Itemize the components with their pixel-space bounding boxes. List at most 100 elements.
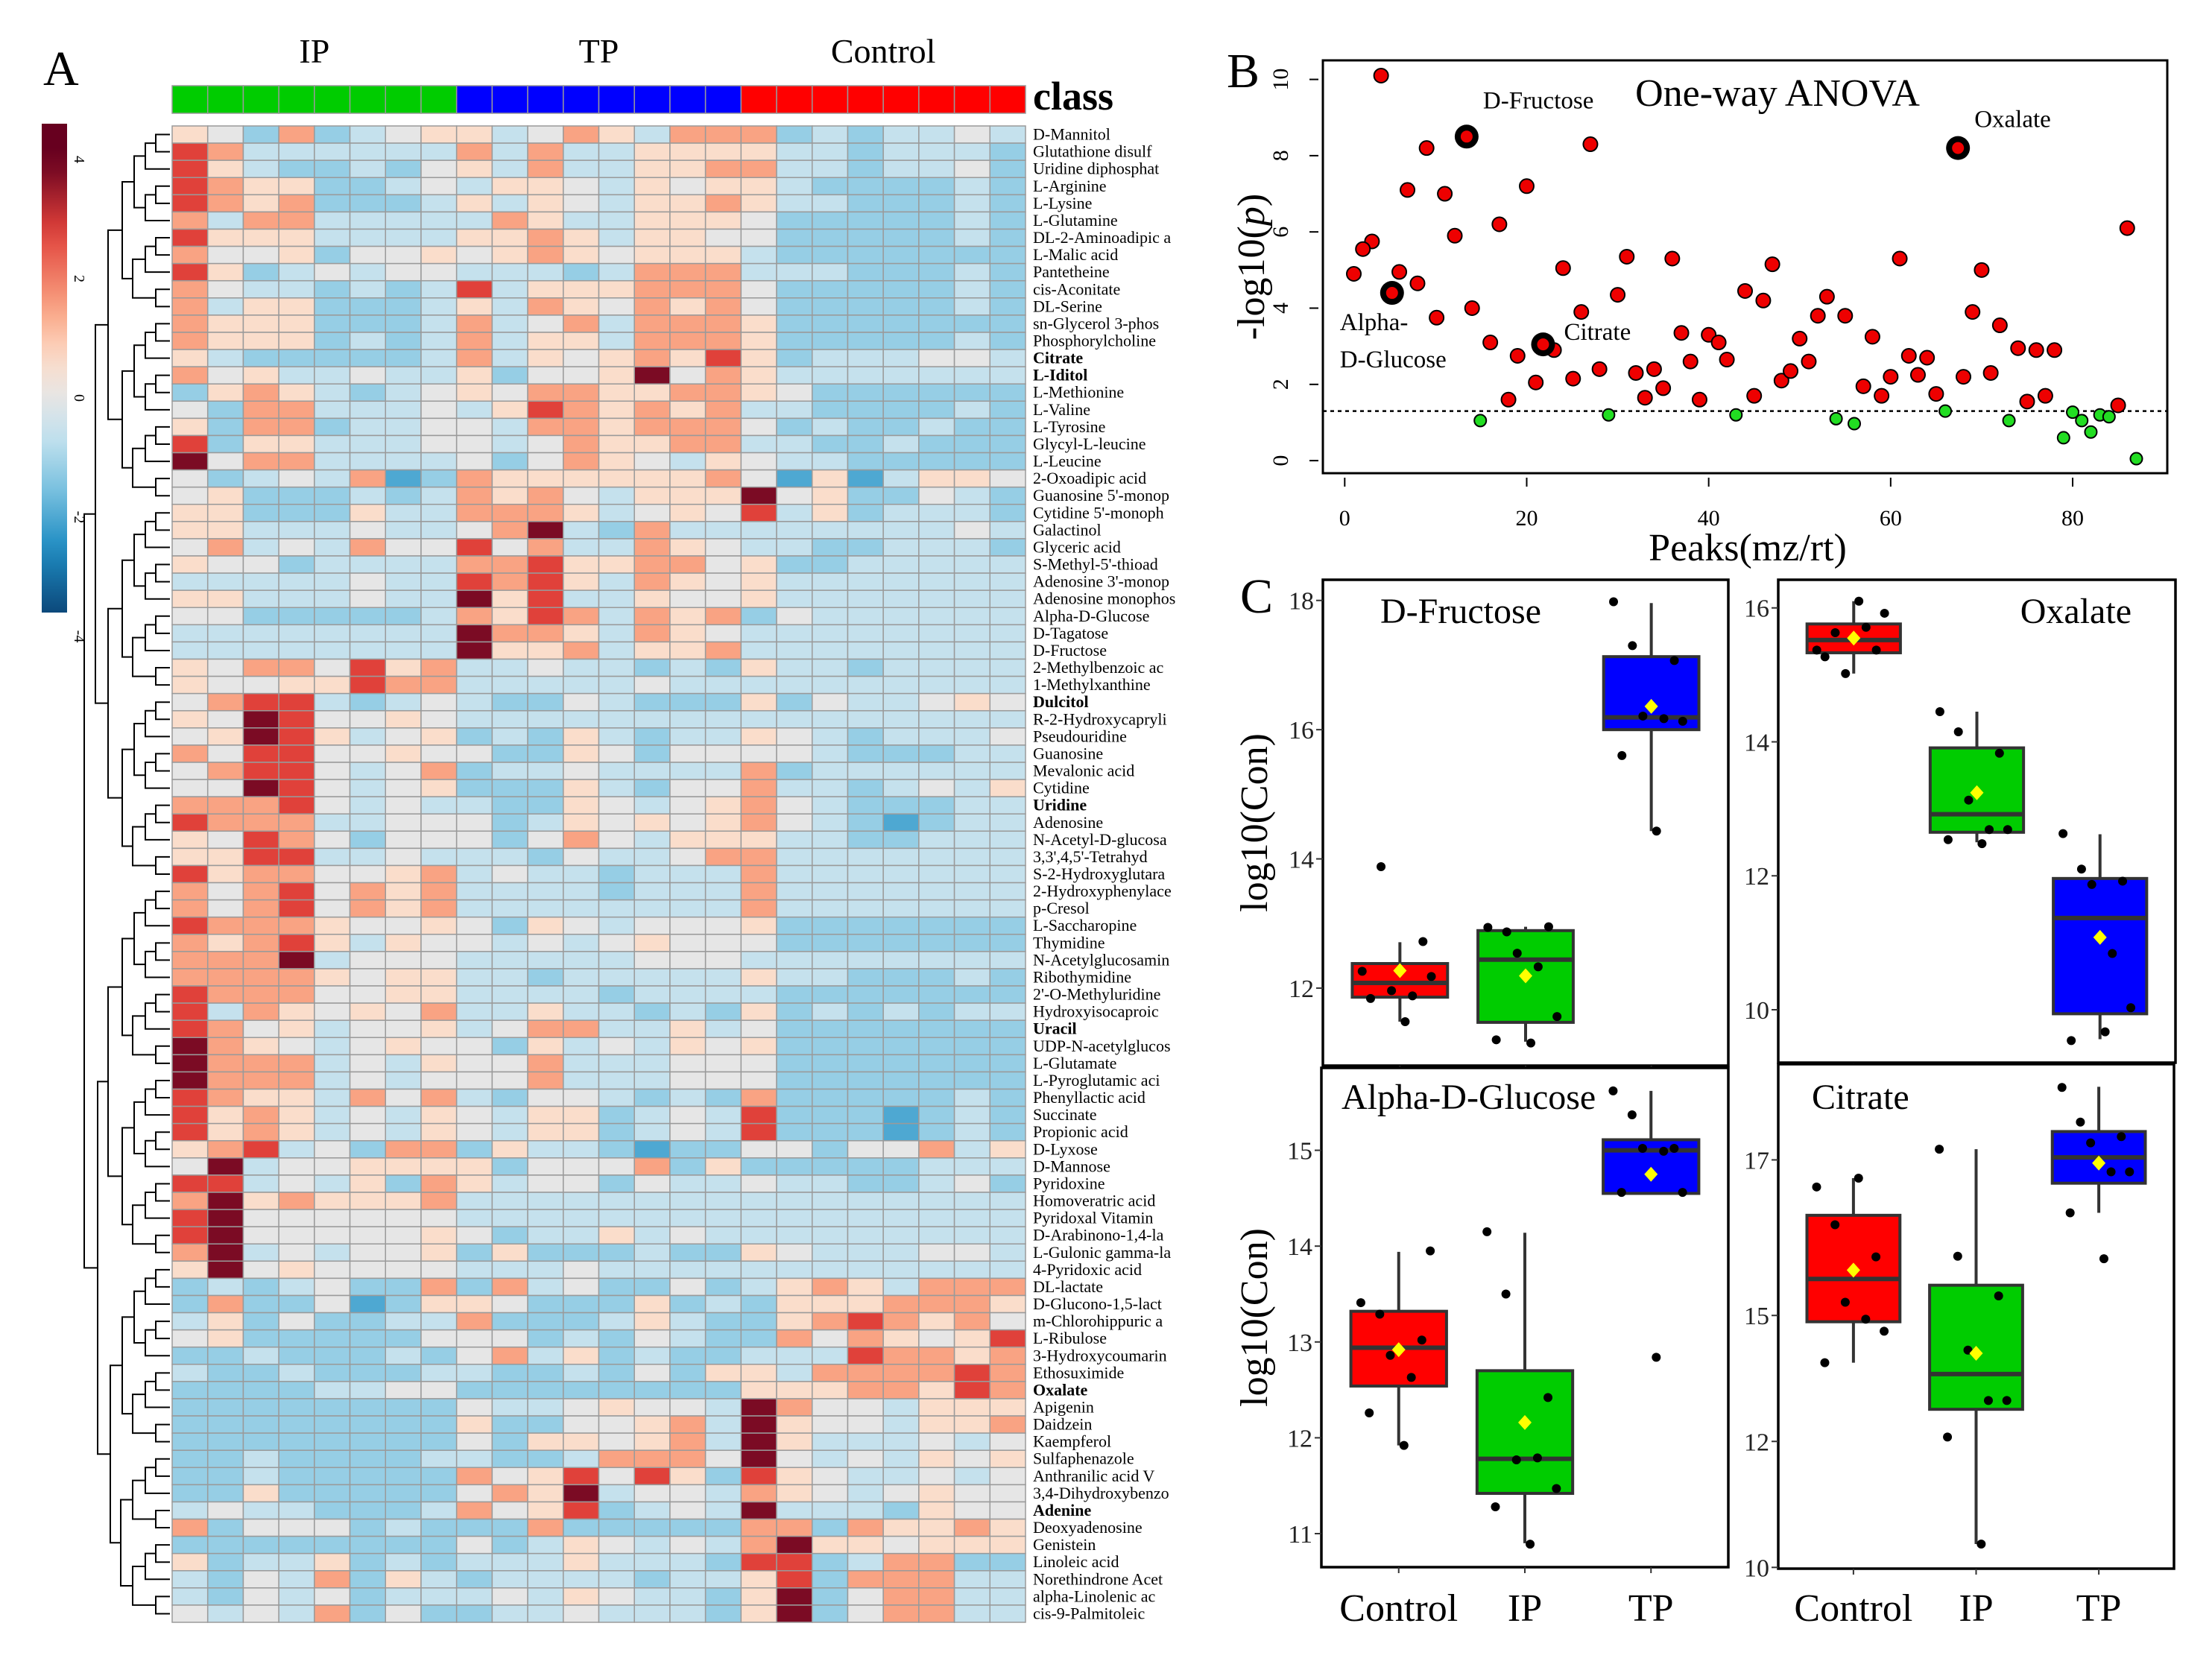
- nonsignificant-peak-point: [2066, 405, 2080, 420]
- heatmap-cell: [420, 177, 458, 196]
- heatmap-cell: [989, 1449, 1026, 1469]
- heatmap-cell: [171, 692, 209, 712]
- heatmap-cell: [918, 1019, 955, 1039]
- heatmap-cell: [669, 762, 707, 780]
- heatmap-cell: [740, 1122, 777, 1142]
- heatmap-cell: [349, 349, 386, 367]
- heatmap-cell: [882, 813, 920, 832]
- heatmap-cell: [776, 1518, 813, 1537]
- heatmap-cell: [776, 1294, 813, 1314]
- heatmap-cell: [989, 177, 1026, 196]
- heatmap-cell: [314, 504, 351, 522]
- heatmap-cell: [989, 228, 1026, 247]
- significant-peak-point: [1991, 317, 2008, 334]
- heatmap-cell: [989, 1157, 1026, 1176]
- heatmap-cell: [349, 968, 386, 987]
- row-label: Succinate: [1033, 1105, 1097, 1124]
- dendrogram-branch: [155, 891, 170, 910]
- heatmap-cell: [206, 211, 244, 230]
- heatmap-cell: [953, 968, 991, 987]
- significant-peak-point: [1737, 282, 1753, 299]
- heatmap-cell: [918, 864, 955, 884]
- heatmap-cell: [989, 1002, 1026, 1021]
- sample-point: [1830, 1220, 1840, 1230]
- heatmap-cell: [882, 1174, 920, 1193]
- dendrogram-branch: [107, 986, 122, 1177]
- heatmap-cell: [847, 1294, 884, 1314]
- heatmap-cell: [349, 1002, 386, 1021]
- heatmap-cell: [740, 830, 777, 850]
- heatmap-cell: [953, 951, 991, 970]
- heatmap-cell: [882, 968, 920, 987]
- heatmap-cell: [171, 228, 209, 247]
- heatmap-cell: [491, 417, 528, 437]
- heatmap-cell: [491, 228, 528, 247]
- heatmap-cell: [206, 434, 244, 454]
- heatmap-cell: [812, 1587, 849, 1606]
- heatmap-cell: [314, 1415, 351, 1434]
- heatmap-cell: [385, 934, 422, 952]
- heatmap-cell: [633, 452, 671, 471]
- heatmap-cell: [882, 228, 920, 247]
- heatmap-cell: [812, 383, 849, 402]
- heatmap-cell: [527, 624, 564, 643]
- heatmap-cell: [598, 1226, 635, 1244]
- heatmap-cell: [953, 1243, 991, 1262]
- heatmap-cell: [385, 1329, 422, 1348]
- heatmap-cell: [171, 624, 209, 643]
- heatmap-cell: [882, 1570, 920, 1589]
- heatmap-cell: [918, 1570, 955, 1589]
- sample-point: [1385, 1350, 1395, 1360]
- heatmap-cell: [847, 159, 884, 178]
- heatmap-cell: [669, 555, 707, 574]
- heatmap-cell: [455, 1105, 493, 1125]
- heatmap-cell: [491, 366, 528, 385]
- dendrogram-branch: [155, 323, 170, 342]
- heatmap-cell: [349, 538, 386, 557]
- heatmap-cell: [882, 366, 920, 385]
- heatmap-cell: [527, 1364, 564, 1382]
- heatmap-cell: [563, 624, 600, 643]
- sample-point: [1617, 750, 1627, 760]
- heatmap-cell: [278, 1192, 315, 1210]
- box-tp: [1602, 1138, 1701, 1195]
- significant-peak-point: [2119, 220, 2135, 236]
- heatmap-cell: [455, 692, 493, 712]
- row-label: Pyridoxine: [1033, 1174, 1105, 1192]
- heatmap-cell: [455, 211, 493, 230]
- heatmap-cell: [812, 142, 849, 161]
- heatmap-cell: [812, 1294, 849, 1314]
- heatmap-cell: [420, 1432, 458, 1451]
- heatmap-cell: [953, 521, 991, 540]
- heatmap-cell: [171, 1398, 209, 1417]
- heatmap-cell: [455, 555, 493, 574]
- heatmap-cell: [776, 572, 813, 591]
- heatmap-cell: [491, 1552, 528, 1572]
- significant-peak-point: [1855, 378, 1871, 394]
- heatmap-cell: [455, 1260, 493, 1280]
- heatmap-cell: [171, 1552, 209, 1572]
- heatmap-cell: [847, 1312, 884, 1331]
- y-tick-label: 16: [1289, 717, 1314, 744]
- heatmap-cell: [704, 572, 742, 591]
- heatmap-cell: [491, 177, 528, 196]
- heatmap-cell: [314, 1054, 351, 1073]
- heatmap-cell: [847, 934, 884, 952]
- heatmap-cell: [171, 1088, 209, 1107]
- heatmap-cell: [314, 1277, 351, 1297]
- heatmap-cell: [171, 1364, 209, 1382]
- heatmap-cell: [349, 692, 386, 712]
- row-label: 1-Methylxanthine: [1033, 675, 1151, 694]
- heatmap-cell: [563, 417, 600, 437]
- heatmap-cell: [385, 1054, 422, 1073]
- heatmap-cell: [278, 245, 315, 265]
- heatmap-cell: [882, 985, 920, 1004]
- heatmap-cell: [847, 1002, 884, 1021]
- heatmap-cell: [847, 1346, 884, 1365]
- heatmap-cell: [385, 624, 422, 643]
- heatmap-cell: [278, 417, 315, 437]
- heatmap-cell: [385, 211, 422, 230]
- heatmap-cell: [953, 262, 991, 282]
- heatmap-cell: [669, 1054, 707, 1073]
- class-bar-cell: [776, 85, 813, 114]
